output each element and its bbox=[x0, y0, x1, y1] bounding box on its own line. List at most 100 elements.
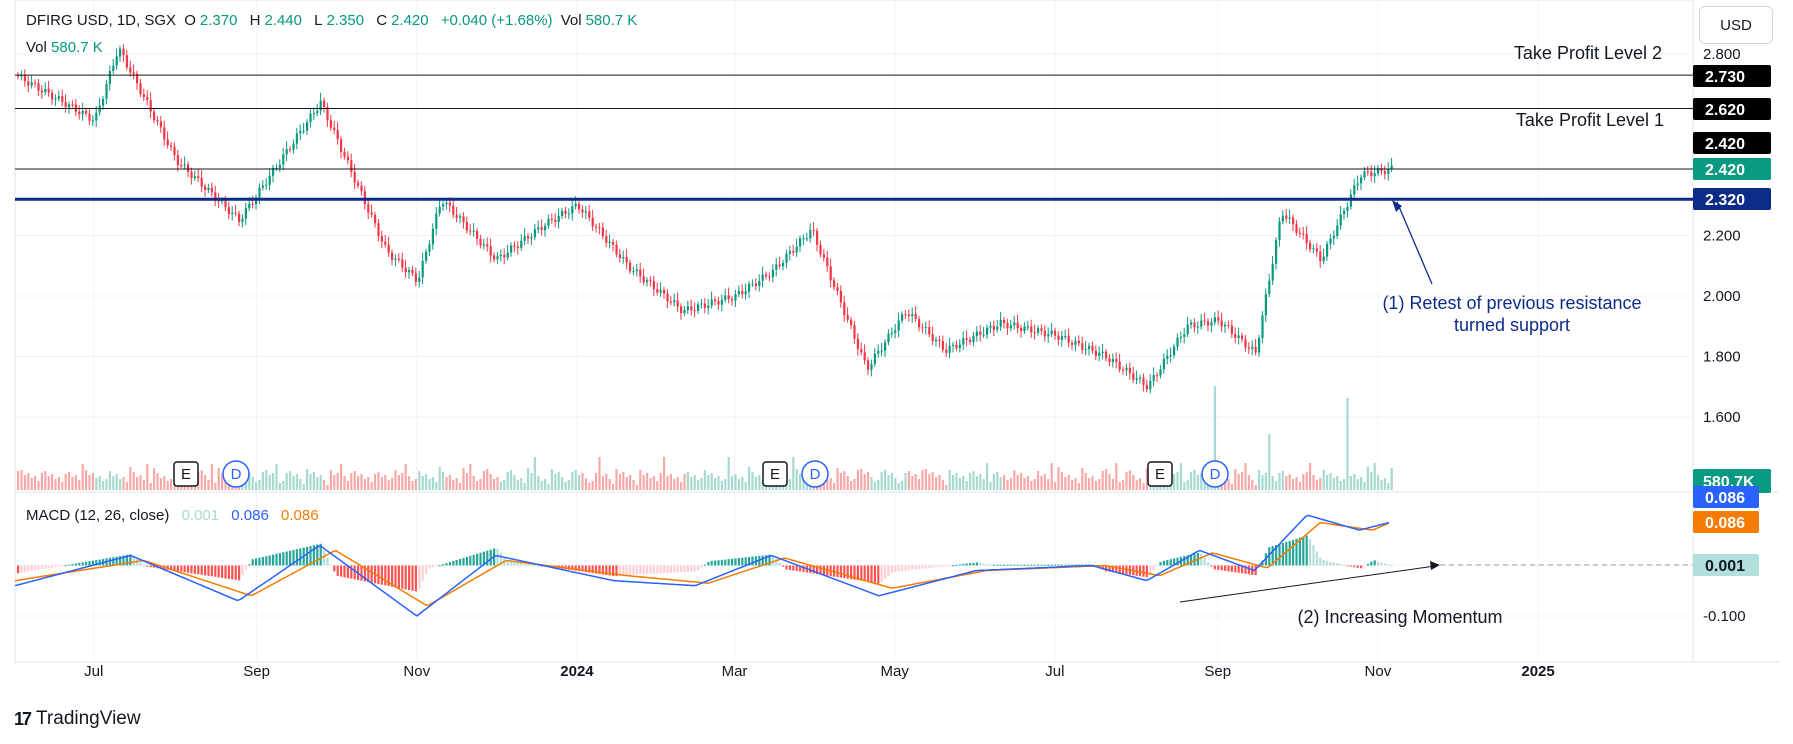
volume-bar bbox=[200, 470, 203, 490]
candle-body bbox=[387, 244, 390, 253]
candle-body bbox=[1003, 319, 1006, 324]
volume-bar bbox=[894, 478, 897, 490]
macd-hist-bar bbox=[955, 564, 958, 566]
macd-hist-bar bbox=[921, 565, 924, 569]
macd-hist-bar bbox=[1013, 564, 1016, 566]
candle-body bbox=[292, 143, 295, 150]
candle-body bbox=[102, 98, 105, 106]
volume-bar bbox=[496, 477, 499, 490]
macd-hist-bar bbox=[523, 563, 526, 566]
macd-hist-bar bbox=[295, 549, 298, 566]
candle-body bbox=[1380, 168, 1383, 171]
volume-bar bbox=[758, 475, 761, 490]
volume-bar bbox=[1013, 470, 1016, 490]
macd-hist-bar bbox=[972, 562, 975, 566]
macd-hist-bar bbox=[962, 563, 965, 566]
volume-bar bbox=[952, 475, 955, 490]
volume-bar bbox=[530, 473, 533, 490]
candle-body bbox=[343, 151, 346, 157]
volume-bars bbox=[17, 386, 1393, 490]
macd-line bbox=[14, 514, 1390, 617]
volume-bar bbox=[476, 481, 479, 490]
volume-bar bbox=[292, 476, 295, 490]
volume-bar bbox=[1237, 474, 1240, 490]
volume-bar bbox=[754, 477, 757, 490]
candle-body bbox=[1366, 171, 1369, 173]
candle-body bbox=[248, 203, 251, 209]
volume-bar bbox=[1213, 386, 1216, 490]
volume-bar bbox=[1254, 485, 1257, 490]
candle-body bbox=[384, 241, 387, 245]
candle-body bbox=[431, 228, 434, 245]
candle-body bbox=[221, 200, 224, 202]
volume-bar bbox=[1366, 467, 1369, 490]
macd-hist-bar bbox=[17, 565, 20, 574]
candle-body bbox=[1271, 263, 1274, 281]
candle-body bbox=[887, 333, 890, 343]
volume-bar bbox=[1122, 480, 1125, 490]
candle-body bbox=[1030, 326, 1033, 333]
candle-body bbox=[928, 327, 931, 335]
candle-body bbox=[547, 218, 550, 226]
candle-body bbox=[537, 227, 540, 230]
macd-hist-bar bbox=[1057, 564, 1060, 566]
macd-hist-bar bbox=[741, 557, 744, 566]
macd-hist-bar bbox=[635, 565, 638, 575]
volume-legend: Vol 580.7 K bbox=[26, 39, 103, 56]
candle-body bbox=[829, 266, 832, 281]
candle-body bbox=[1132, 373, 1135, 380]
volume-bar bbox=[333, 475, 336, 490]
candle-body bbox=[527, 235, 530, 239]
macd-hist-bar bbox=[802, 565, 805, 573]
volume-bar bbox=[1193, 470, 1196, 490]
tradingview-logo[interactable]: 17 TradingView bbox=[14, 708, 141, 730]
macd-hist-bar bbox=[530, 564, 533, 566]
candle-body bbox=[1176, 337, 1179, 347]
macd-hist-bar bbox=[309, 546, 312, 566]
macd-hist-bar bbox=[1122, 565, 1125, 574]
macd-hist-bar bbox=[714, 560, 717, 566]
x-tick-label: Mar bbox=[722, 663, 748, 680]
candle-body bbox=[374, 214, 377, 224]
volume-bar bbox=[1111, 479, 1114, 490]
event-marker-label: D bbox=[810, 466, 821, 483]
candle-body bbox=[238, 213, 241, 223]
macd-hist-bar bbox=[846, 565, 849, 579]
x-tick-label: 2024 bbox=[560, 663, 594, 680]
macd-hist-bar bbox=[404, 565, 407, 590]
volume-bar bbox=[411, 481, 414, 490]
x-tick-label: Sep bbox=[1204, 663, 1231, 680]
low-value: 2.350 bbox=[326, 12, 365, 29]
candle-body bbox=[1071, 342, 1074, 345]
macd-hist-bar bbox=[353, 565, 356, 580]
candle-body bbox=[54, 98, 57, 100]
price-badge bbox=[1693, 158, 1771, 180]
volume-bar bbox=[710, 473, 713, 490]
macd-hist-bar bbox=[907, 565, 910, 571]
candle-body bbox=[173, 146, 176, 156]
volume-bar bbox=[659, 473, 662, 490]
currency-button[interactable]: USD bbox=[1699, 6, 1773, 44]
volume-bar bbox=[431, 477, 434, 490]
volume-bar bbox=[1346, 398, 1349, 490]
high-value: 2.440 bbox=[264, 12, 302, 29]
volume-bar bbox=[217, 468, 220, 490]
candle-body bbox=[540, 227, 543, 231]
candle-body bbox=[656, 289, 659, 293]
candle-body bbox=[775, 264, 778, 270]
macd-hist-bar bbox=[812, 565, 815, 574]
macd-hist-bar bbox=[346, 565, 349, 579]
candle-body bbox=[95, 112, 98, 121]
volume-bar bbox=[482, 471, 485, 490]
volume-bar bbox=[554, 474, 557, 490]
candle-body bbox=[217, 200, 220, 202]
macd-hist-bar bbox=[697, 565, 700, 571]
volume-bar bbox=[360, 474, 363, 490]
candle-body bbox=[357, 182, 360, 186]
volume-bar bbox=[343, 476, 346, 490]
macd-hist-bar bbox=[217, 565, 220, 578]
candle-body bbox=[204, 186, 207, 191]
macd-hist-bar bbox=[340, 565, 343, 577]
volume-bar bbox=[1285, 476, 1288, 490]
